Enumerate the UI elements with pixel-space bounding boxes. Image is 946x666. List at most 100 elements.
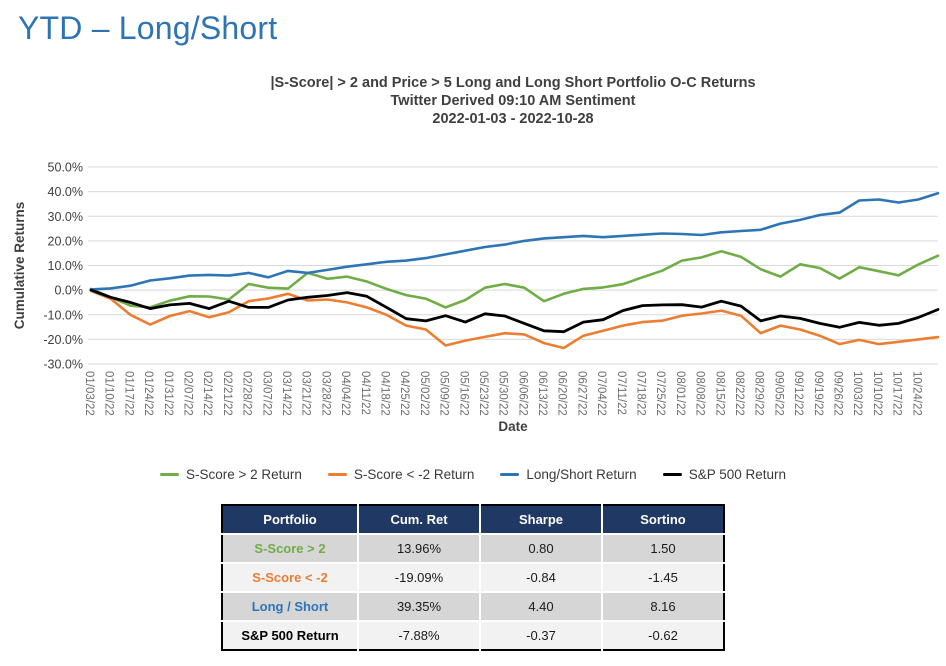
legend-item: S&P 500 Return — [662, 467, 787, 482]
x-tick-label: 02/07/22 — [181, 371, 193, 416]
x-tick-label: 10/17/22 — [891, 371, 903, 416]
x-tick-label: 08/08/22 — [694, 371, 706, 416]
chart-title-line: |S-Score| > 2 and Price > 5 Long and Lon… — [270, 75, 755, 91]
page-title: YTD – Long/Short — [18, 10, 278, 46]
x-tick-label: 01/17/22 — [122, 371, 134, 416]
y-tick-label: 0.0% — [55, 284, 84, 298]
legend-label: S-Score < -2 Return — [353, 467, 475, 482]
stat-value-cell: 8.16 — [601, 591, 724, 621]
y-tick-label: -10.0% — [43, 308, 83, 322]
table-header-cell: Portfolio — [222, 505, 358, 534]
x-tick-label: 03/07/22 — [260, 371, 272, 416]
x-tick-label: 09/26/22 — [832, 371, 844, 416]
stat-value-cell: 1.50 — [601, 533, 724, 563]
table-row: Long / Short 39.35% 4.40 8.16 — [222, 591, 724, 621]
stat-value-cell: 13.96% — [357, 533, 480, 563]
legend-label: S-Score > 2 Return — [185, 467, 302, 482]
x-tick-label: 06/13/22 — [536, 371, 548, 416]
portfolio-name-cell: Long / Short — [222, 591, 358, 621]
stat-value-cell: -0.84 — [479, 562, 602, 592]
x-tick-label: 07/25/22 — [654, 371, 666, 416]
y-tick-label: -20.0% — [43, 333, 83, 347]
y-tick-label: -30.0% — [43, 358, 83, 372]
cumulative-returns-chart: |S-Score| > 2 and Price > 5 Long and Lon… — [12, 75, 940, 434]
legend-item: S-Score < -2 Return — [327, 467, 475, 482]
x-tick-label: 07/04/22 — [595, 371, 607, 416]
x-tick-label: 05/16/22 — [457, 371, 469, 416]
x-axis-label: Date — [498, 419, 528, 434]
x-tick-label: 05/30/22 — [497, 371, 509, 416]
x-tick-label: 10/24/22 — [910, 371, 922, 416]
portfolio-name-cell: S-Score > 2 — [222, 533, 358, 563]
table-header-cell: Sharpe — [479, 505, 602, 534]
legend-item: S-Score > 2 Return — [159, 467, 302, 482]
x-tick-label: 08/22/22 — [733, 371, 745, 416]
legend-swatch-icon — [327, 472, 347, 477]
legend-label: Long/Short Return — [526, 467, 637, 482]
legend-item: Long/Short Return — [500, 467, 637, 482]
x-tick-label: 09/12/22 — [792, 371, 804, 416]
x-tick-label: 01/10/22 — [103, 371, 115, 416]
chart-title-line: 2022-01-03 - 2022-10-28 — [432, 111, 593, 127]
y-axis-label: Cumulative Returns — [12, 202, 27, 330]
x-tick-label: 09/05/22 — [772, 371, 784, 416]
stat-value-cell: -0.62 — [601, 620, 724, 650]
table-header-cell: Sortino — [601, 505, 724, 534]
x-tick-label: 05/09/22 — [438, 371, 450, 416]
y-tick-label: 50.0% — [48, 161, 83, 175]
x-tick-label: 05/23/22 — [477, 371, 489, 416]
stat-value-cell: 0.80 — [479, 533, 602, 563]
series-line — [89, 289, 940, 350]
legend-swatch-icon — [500, 472, 520, 477]
x-tick-label: 07/18/22 — [635, 371, 647, 416]
x-tick-label: 07/11/22 — [615, 371, 627, 415]
x-tick-label: 01/03/22 — [83, 371, 95, 416]
x-tick-label: 03/21/22 — [300, 371, 312, 416]
table-header-cell: Cum. Ret — [357, 505, 480, 534]
x-tick-label: 02/28/22 — [241, 371, 253, 416]
stat-value-cell: 4.40 — [479, 591, 602, 621]
x-tick-label: 04/25/22 — [398, 371, 410, 416]
chart-legend: S-Score > 2 Return S-Score < -2 Return Lon… — [0, 467, 946, 482]
legend-label: S&P 500 Return — [688, 467, 787, 482]
y-tick-label: 40.0% — [48, 185, 83, 199]
series-line — [89, 191, 940, 291]
x-tick-label: 05/02/22 — [418, 371, 430, 416]
x-tick-label: 03/14/22 — [280, 371, 292, 416]
y-tick-label: 30.0% — [48, 210, 83, 224]
stat-value-cell: -0.37 — [479, 620, 602, 650]
stat-value-cell: 39.35% — [357, 591, 480, 621]
x-tick-label: 10/03/22 — [851, 371, 863, 416]
x-tick-label: 06/20/22 — [556, 371, 568, 416]
portfolio-name-cell: S-Score < -2 — [222, 562, 358, 592]
x-tick-label: 02/14/22 — [201, 371, 213, 416]
x-tick-label: 01/31/22 — [162, 371, 174, 416]
y-tick-label: 20.0% — [48, 234, 83, 248]
series-line — [89, 288, 940, 334]
table-row: S&P 500 Return -7.88% -0.37 -0.62 — [222, 620, 724, 650]
stat-value-cell: -7.88% — [357, 620, 480, 650]
table-row: S-Score < -2 -19.09% -0.84 -1.45 — [222, 562, 724, 592]
x-tick-label: 04/04/22 — [339, 371, 351, 416]
x-tick-label: 02/21/22 — [221, 371, 233, 416]
stat-value-cell: -1.45 — [601, 562, 724, 592]
x-tick-label: 10/10/22 — [871, 371, 883, 416]
x-tick-label: 06/06/22 — [516, 371, 528, 416]
x-tick-label: 03/28/22 — [319, 371, 331, 416]
series-line — [89, 249, 940, 309]
x-tick-label: 04/18/22 — [378, 371, 390, 416]
x-tick-label: 08/29/22 — [753, 371, 765, 416]
table-header-row: Portfolio Cum. Ret Sharpe Sortino — [222, 505, 724, 534]
legend-swatch-icon — [159, 472, 179, 477]
x-tick-label: 04/11/22 — [359, 371, 371, 415]
legend-swatch-icon — [662, 472, 682, 477]
x-tick-label: 08/01/22 — [674, 371, 686, 416]
x-tick-label: 01/24/22 — [142, 371, 154, 416]
portfolio-name-cell: S&P 500 Return — [222, 620, 358, 650]
x-tick-label: 09/19/22 — [812, 371, 824, 416]
x-tick-label: 06/27/22 — [575, 371, 587, 416]
stat-value-cell: -19.09% — [357, 562, 480, 592]
chart-title-line: Twitter Derived 09:10 AM Sentiment — [391, 93, 636, 109]
x-tick-label: 08/15/22 — [713, 371, 725, 416]
y-tick-label: 10.0% — [48, 259, 83, 273]
